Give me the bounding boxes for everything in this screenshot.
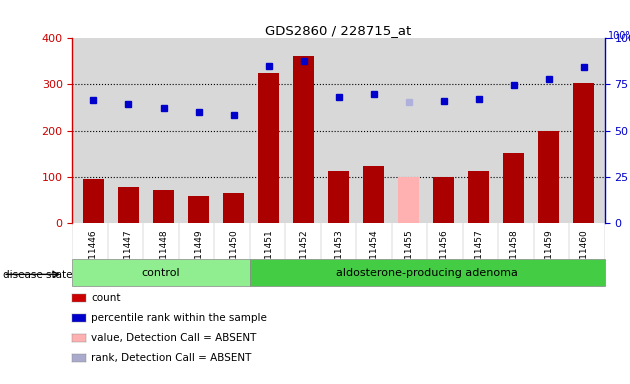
Bar (468, 171, 490, 223)
Text: percentile rank within the sample: percentile rank within the sample (91, 313, 267, 323)
Bar (258, 73, 279, 223)
Text: value, Detection Call = ABSENT: value, Detection Call = ABSENT (91, 333, 257, 343)
Bar (118, 187, 139, 223)
Bar (538, 131, 559, 223)
Text: control: control (142, 268, 180, 278)
Bar (363, 166, 384, 223)
Text: 100%: 100% (608, 31, 630, 41)
Bar (223, 193, 244, 223)
Bar (433, 177, 454, 223)
Bar (153, 190, 174, 223)
Bar (293, 56, 314, 223)
Text: aldosterone-producing adenoma: aldosterone-producing adenoma (336, 268, 518, 278)
Bar (250, 259, 605, 286)
Bar (573, 83, 594, 223)
Title: GDS2860 / 228715_at: GDS2860 / 228715_at (265, 24, 412, 37)
Bar (503, 153, 524, 223)
Bar (72, 259, 250, 286)
Bar (398, 177, 419, 223)
Text: disease state: disease state (3, 270, 72, 280)
Text: count: count (91, 293, 121, 303)
Bar (83, 179, 104, 223)
Bar (328, 171, 349, 223)
Bar (188, 197, 209, 223)
Text: rank, Detection Call = ABSENT: rank, Detection Call = ABSENT (91, 353, 252, 362)
